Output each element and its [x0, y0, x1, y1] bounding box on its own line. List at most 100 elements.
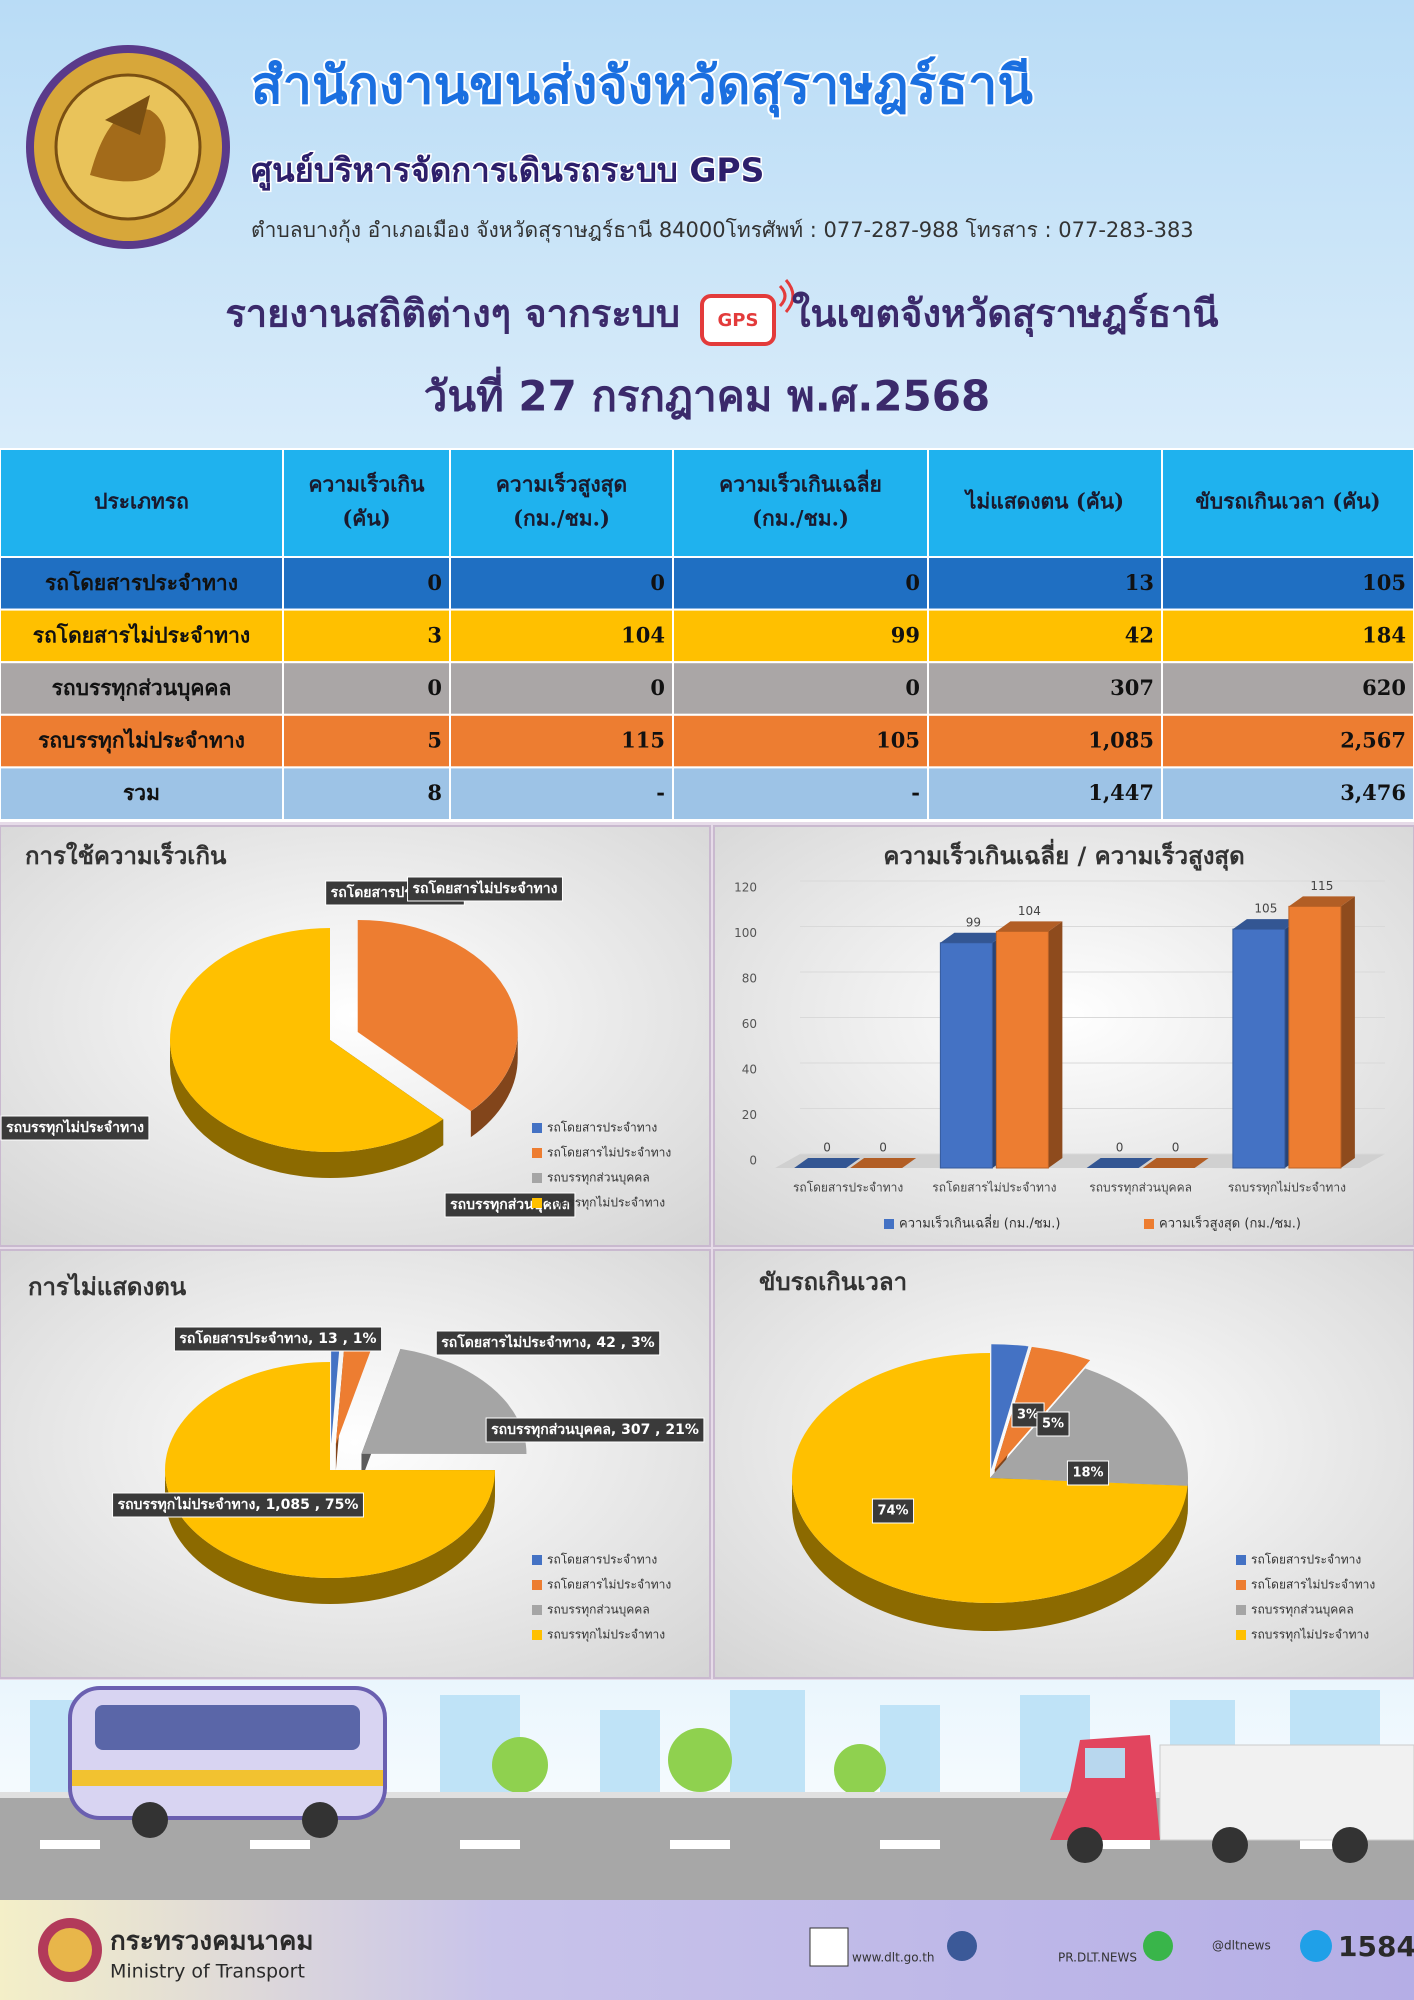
table-cell [1161, 661, 1414, 716]
bus [68, 1686, 387, 1838]
table-value: 13 [1125, 570, 1154, 595]
x-tick-label: รถโดยสารประจำทาง [793, 1181, 903, 1195]
table-cell [449, 556, 674, 611]
table-value: 105 [1362, 570, 1406, 595]
line-id: @dltnews [1212, 1939, 1271, 1953]
data-label: 0 [879, 1141, 887, 1155]
data-label-box [0, 1115, 150, 1141]
table-header-cell [672, 448, 929, 558]
table-value: - [911, 780, 920, 805]
table-value: 307 [1110, 675, 1154, 700]
legend-swatch [532, 1555, 542, 1565]
table-cell [282, 608, 451, 664]
table-header-text: ความเร็วสูงสุด [496, 471, 627, 499]
data-label: 99 [966, 915, 981, 929]
legend-label: ความเร็วเกินเฉลี่ย (กม./ชม.) [899, 1214, 1060, 1232]
data-label: รถบรรทุกส่วนบุคคล, 307 , 21% [491, 1422, 699, 1438]
bar-top [996, 921, 1063, 932]
y-tick-label: 100 [734, 926, 757, 940]
table-header-cell [927, 448, 1163, 558]
bar-top [1288, 896, 1355, 907]
legend-swatch [1236, 1605, 1246, 1615]
legend-label: รถบรรทุกไม่ประจำทาง [1251, 1628, 1369, 1643]
table-value: 0 [427, 570, 442, 595]
bar [939, 942, 993, 1169]
table-value: 42 [1125, 622, 1154, 647]
pie-slice [331, 1335, 341, 1444]
data-label: 105 [1254, 902, 1277, 916]
table-value: 0 [905, 675, 920, 700]
header-background [0, 0, 1414, 449]
table-header-cell [449, 448, 674, 558]
data-label: 3% [1017, 1408, 1039, 1423]
data-label: 0 [823, 1141, 831, 1155]
table-cell [449, 661, 674, 716]
chart-panel [0, 1249, 711, 1679]
bar-chart: 0 20 40 60 80 100 120 รถโดยสารประจำทาง 0 0 รถโดยสา… [734, 879, 1385, 1232]
x-tick-label: รถบรรทุกส่วนบุคคล [1089, 1181, 1192, 1196]
data-label-box [1066, 1460, 1110, 1486]
table-header-cell [0, 448, 284, 558]
report-title: รายงานสถิติต่างๆ จากระบบ [225, 292, 680, 336]
legend-label: รถโดยสารไม่ประจำทาง [547, 1578, 671, 1592]
table-value: 115 [621, 728, 665, 753]
table-value: 0 [650, 570, 665, 595]
legend-swatch [532, 1605, 542, 1615]
table-header-cell [1161, 448, 1414, 558]
table-value: 8 [427, 780, 442, 805]
table-header-cell [282, 448, 451, 558]
table-cell [672, 766, 929, 822]
logo [26, 45, 230, 249]
legend-swatch [532, 1123, 542, 1133]
bar-side [1048, 921, 1063, 1168]
data-label: 0 [1172, 1141, 1180, 1155]
table-cell [927, 661, 1163, 716]
pie-slice [164, 1362, 495, 1579]
content: ประเภทรถ ความเร็วเกิน (คัน) ความเร็วสูงสุด (… [0, 448, 1414, 1679]
header-address: ตำบลบางกุ้ง อำเภอเมือง จังหวัดสุราษฎร์ธา… [251, 218, 1194, 243]
data-label-box [112, 1492, 364, 1518]
header-subtitle: ศูนย์บริหารจัดการเดินรถระบบ GPS [251, 151, 764, 192]
legend-swatch [1236, 1630, 1246, 1640]
table-cell [282, 661, 451, 716]
data-label-box [435, 1330, 661, 1356]
table-header-text: ประเภทรถ [94, 489, 189, 514]
y-tick-label: 80 [742, 972, 757, 986]
truck [1050, 1735, 1414, 1863]
table-cell [449, 766, 674, 822]
data-label: รถโดยสารไม่ประจำทาง [413, 879, 558, 897]
table-header-text: (คัน) [342, 506, 390, 531]
x-tick-label: รถโดยสารไม่ประจำทาง [932, 1181, 1056, 1195]
report-date: วันที่ 27 กรกฎาคม พ.ศ.2568 [424, 367, 990, 421]
data-label: รถบรรทุกไม่ประจำทาง [6, 1118, 144, 1136]
legend-label: รถโดยสารประจำทาง [547, 1121, 657, 1135]
bar-top [1142, 1158, 1209, 1168]
table-cell [927, 556, 1163, 611]
table-header-text: ความเร็วเกินเฉลี่ย [719, 469, 882, 497]
bar-top [794, 1158, 861, 1168]
gps-icon [700, 279, 795, 346]
data-label: รถบรรทุกไม่ประจำทาง, 1,085 , 75% [118, 1495, 359, 1513]
facebook-icon [947, 1931, 977, 1961]
legend-swatch [532, 1580, 542, 1590]
table-cell [927, 766, 1163, 822]
table-header-text: ขับรถเกินเวลา (คัน) [1195, 489, 1380, 514]
table-value: 3,476 [1340, 780, 1406, 805]
legend-swatch [1236, 1555, 1246, 1565]
bar [1288, 905, 1342, 1169]
legend-label: รถบรรทุกส่วนบุคคล [547, 1171, 650, 1186]
chart-title: การใช้ความเร็วเกิน [25, 841, 227, 870]
legend-label: ความเร็วสูงสุด (กม./ชม.) [1159, 1214, 1301, 1232]
table-value: 184 [1362, 622, 1406, 647]
table-cell [1161, 556, 1414, 611]
bar [1232, 928, 1286, 1169]
bar-side [1340, 896, 1355, 1168]
table-row-label: รถบรรทุกส่วนบุคคล [52, 675, 232, 702]
table-row-label: รถบรรทุกไม่ประจำทาง [38, 728, 245, 755]
table-header-text: ไม่แสดงตน (คัน) [964, 489, 1124, 514]
table-value: 104 [621, 622, 665, 647]
table-value: 620 [1362, 675, 1406, 700]
ministry-name-en: Ministry of Transport [110, 1961, 305, 1983]
